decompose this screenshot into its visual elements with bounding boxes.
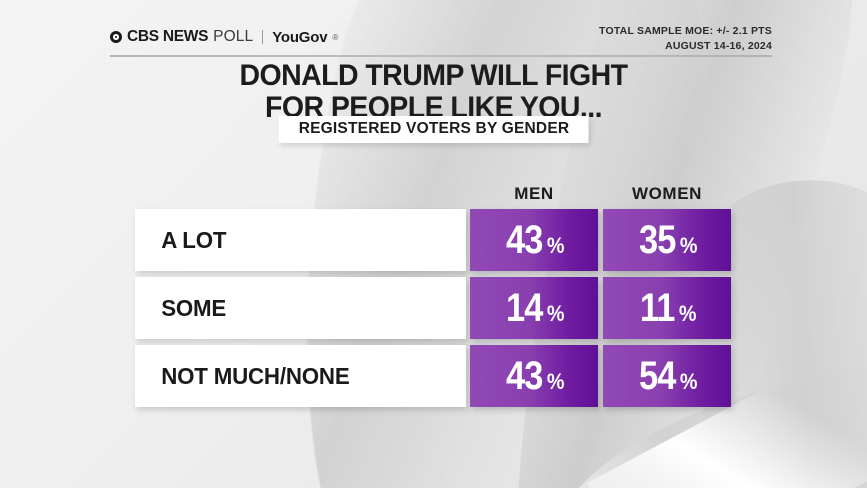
row-label-text: NOT MUCH/NONE (161, 362, 350, 389)
logo-poll-text: POLL (213, 28, 254, 46)
value-cell-women: 35% (603, 209, 731, 271)
subtitle-text: REGISTERED VOTERS BY GENDER (298, 120, 569, 137)
value-cell-men: 43% (470, 345, 598, 407)
value-women-number: 54 (638, 354, 676, 398)
value-women-number: 35 (638, 218, 676, 262)
value-men: 43% (503, 356, 565, 396)
percent-sign: % (679, 301, 697, 326)
value-women: 54% (636, 356, 698, 396)
percent-sign: % (680, 233, 698, 258)
logo-cbs-news-text: CBS NEWS (127, 28, 209, 46)
value-men-number: 43 (505, 354, 543, 398)
cbs-news-poll-yougov-logo: CBS NEWS POLL YouGov ® (110, 26, 338, 48)
column-header-women: WOMEN (631, 184, 703, 203)
header-divider (110, 55, 772, 57)
column-headers: MEN WOMEN (0, 184, 867, 208)
value-cell-women: 54% (603, 345, 731, 407)
table-row: NOT MUCH/NONE 43% 54% (0, 345, 867, 407)
value-men-number: 14 (505, 286, 543, 330)
logo-divider (262, 30, 264, 44)
logo-yougov-text: YouGov (272, 28, 328, 46)
value-women: 35% (636, 220, 698, 260)
row-label-text: SOME (161, 294, 227, 321)
table-row: A LOT 43% 35% (0, 209, 867, 271)
percent-sign: % (547, 301, 565, 326)
value-cell-men: 14% (470, 277, 598, 339)
page-title: DONALD TRUMP WILL FIGHT FOR PEOPLE LIKE … (0, 59, 867, 125)
subtitle-banner: REGISTERED VOTERS BY GENDER (278, 116, 589, 143)
row-label-cell: NOT MUCH/NONE (135, 345, 466, 407)
value-women: 11% (637, 288, 697, 328)
value-men-number: 43 (505, 218, 543, 262)
percent-sign: % (547, 369, 565, 394)
value-cell-men: 43% (470, 209, 598, 271)
column-header-men: MEN (514, 184, 554, 203)
margin-of-error-block: TOTAL SAMPLE MOE: +/- 2.1 PTS AUGUST 14-… (599, 24, 772, 54)
trademark-icon: ® (332, 32, 339, 42)
page-title-line-1: DONALD TRUMP WILL FIGHT (239, 59, 629, 92)
value-men: 14% (503, 288, 565, 328)
percent-sign: % (680, 369, 698, 394)
table-row: SOME 14% 11% (0, 277, 867, 339)
value-cell-women: 11% (603, 277, 731, 339)
row-label-cell: SOME (135, 277, 466, 339)
poll-date-line: AUGUST 14-16, 2024 (665, 40, 772, 53)
header: CBS NEWS POLL YouGov ® TOTAL SAMPLE MOE:… (0, 24, 867, 56)
row-label-cell: A LOT (135, 209, 466, 271)
value-women-number: 11 (639, 286, 676, 330)
cbs-eye-icon (110, 31, 122, 43)
percent-sign: % (547, 233, 565, 258)
row-label-text: A LOT (161, 226, 227, 253)
results-table: A LOT 43% 35% SOME 14% (0, 209, 867, 413)
moe-line: TOTAL SAMPLE MOE: +/- 2.1 PTS (599, 25, 772, 37)
value-men: 43% (503, 220, 565, 260)
